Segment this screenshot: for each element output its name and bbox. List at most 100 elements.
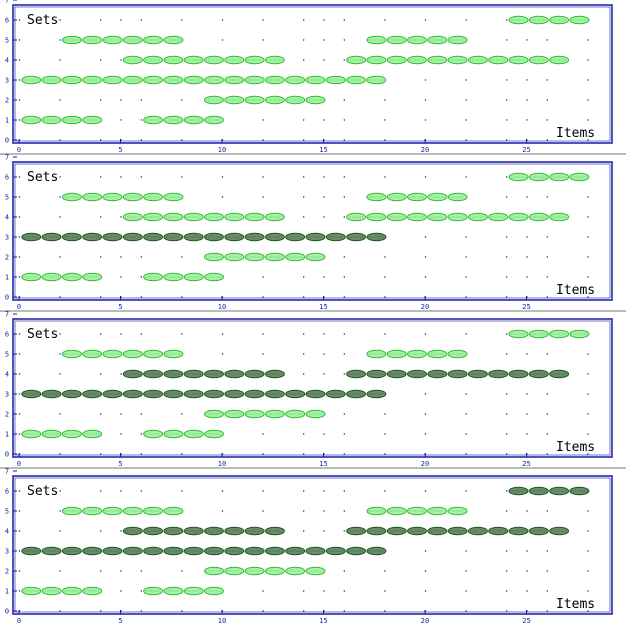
grid-dot [18,256,21,258]
y-tick-label: 3 [5,77,9,85]
grid-dot [18,490,21,492]
item-oval [41,389,62,399]
grid-dot [546,236,548,238]
y-tick-label: 5 [5,194,9,202]
item-oval [82,115,103,125]
grid-dot [262,119,264,121]
grid-dot [506,276,508,278]
item-oval [82,192,103,202]
grid-dot [526,433,528,435]
item-oval [82,272,103,282]
grid-dot [424,276,427,278]
grid-dot [100,530,102,532]
item-oval [82,586,103,596]
grid-dot [323,216,325,218]
grid-dot [343,19,345,21]
grid-dot [546,196,548,198]
grid-dot [465,590,467,592]
grid-dot [59,256,61,258]
y-tick-label: 0 [5,137,9,145]
grid-dot [506,393,508,395]
item-oval [549,15,570,25]
grid-dot [384,19,386,21]
item-oval [224,252,245,262]
item-oval [163,389,184,399]
grid-dot [100,216,102,218]
grid-dot [587,550,589,552]
grid-dot [323,59,325,61]
item-oval [467,55,488,65]
grid-dot [262,296,264,298]
item-oval [508,212,529,222]
grid-dot [221,19,224,21]
grid-dot [587,590,589,592]
grid-dot [140,296,142,298]
item-oval [143,546,164,556]
grid-dot [100,99,102,101]
grid-dot [546,433,548,435]
grid-dot [424,256,427,258]
grid-dot [262,490,264,492]
y-axis-label: Sets [27,13,58,28]
grid-dot [343,453,345,455]
grid-dot [546,79,548,81]
grid-dot [506,139,508,141]
grid-dot [506,79,508,81]
grid-dot [546,276,548,278]
item-oval [467,212,488,222]
grid-dot [262,176,264,178]
x-tick-label: 0 [17,303,21,311]
grid-dot [526,510,528,512]
item-oval [82,389,103,399]
item-oval [569,15,590,25]
item-oval [204,409,224,419]
item-oval [528,212,549,222]
item-oval [183,232,204,242]
item-oval [528,526,549,536]
grid-dot [526,119,528,121]
grid-dot [465,19,467,21]
grid-dot [506,176,508,178]
grid-dot [424,333,427,335]
item-oval [264,566,285,576]
item-oval [305,409,326,419]
item-oval [21,115,42,125]
grid-dot [465,433,467,435]
x-tick-label: 0 [17,460,21,468]
grid-dot [424,79,427,81]
y-tick-label: 4 [5,528,9,536]
item-oval [346,212,367,222]
item-oval [41,232,62,242]
item-oval [102,192,123,202]
item-oval [41,75,62,85]
grid-dot [140,413,142,415]
item-oval [204,232,224,242]
grid-dot [59,176,61,178]
grid-dot [323,176,325,178]
item-oval [163,586,184,596]
item-oval [264,389,285,399]
item-oval [244,566,265,576]
item-oval [82,232,103,242]
grid-dot [343,59,345,61]
item-oval [325,75,346,85]
item-oval [204,586,224,596]
y-tick-label: 0 [5,451,9,459]
grid-dot [384,413,386,415]
item-oval [183,55,204,65]
grid-dot [140,19,142,21]
item-oval [163,55,184,65]
grid-dot [506,333,508,335]
grid-dot [546,610,548,612]
item-oval [204,272,224,282]
y-tick-label: 4 [5,57,9,65]
item-oval [264,232,285,242]
grid-dot [323,119,325,121]
grid-dot [18,373,21,375]
item-oval [569,172,590,182]
grid-dot [343,99,345,101]
grid-dot [424,570,427,572]
item-oval [61,232,82,242]
item-oval [447,35,468,45]
grid-dot [59,413,61,415]
